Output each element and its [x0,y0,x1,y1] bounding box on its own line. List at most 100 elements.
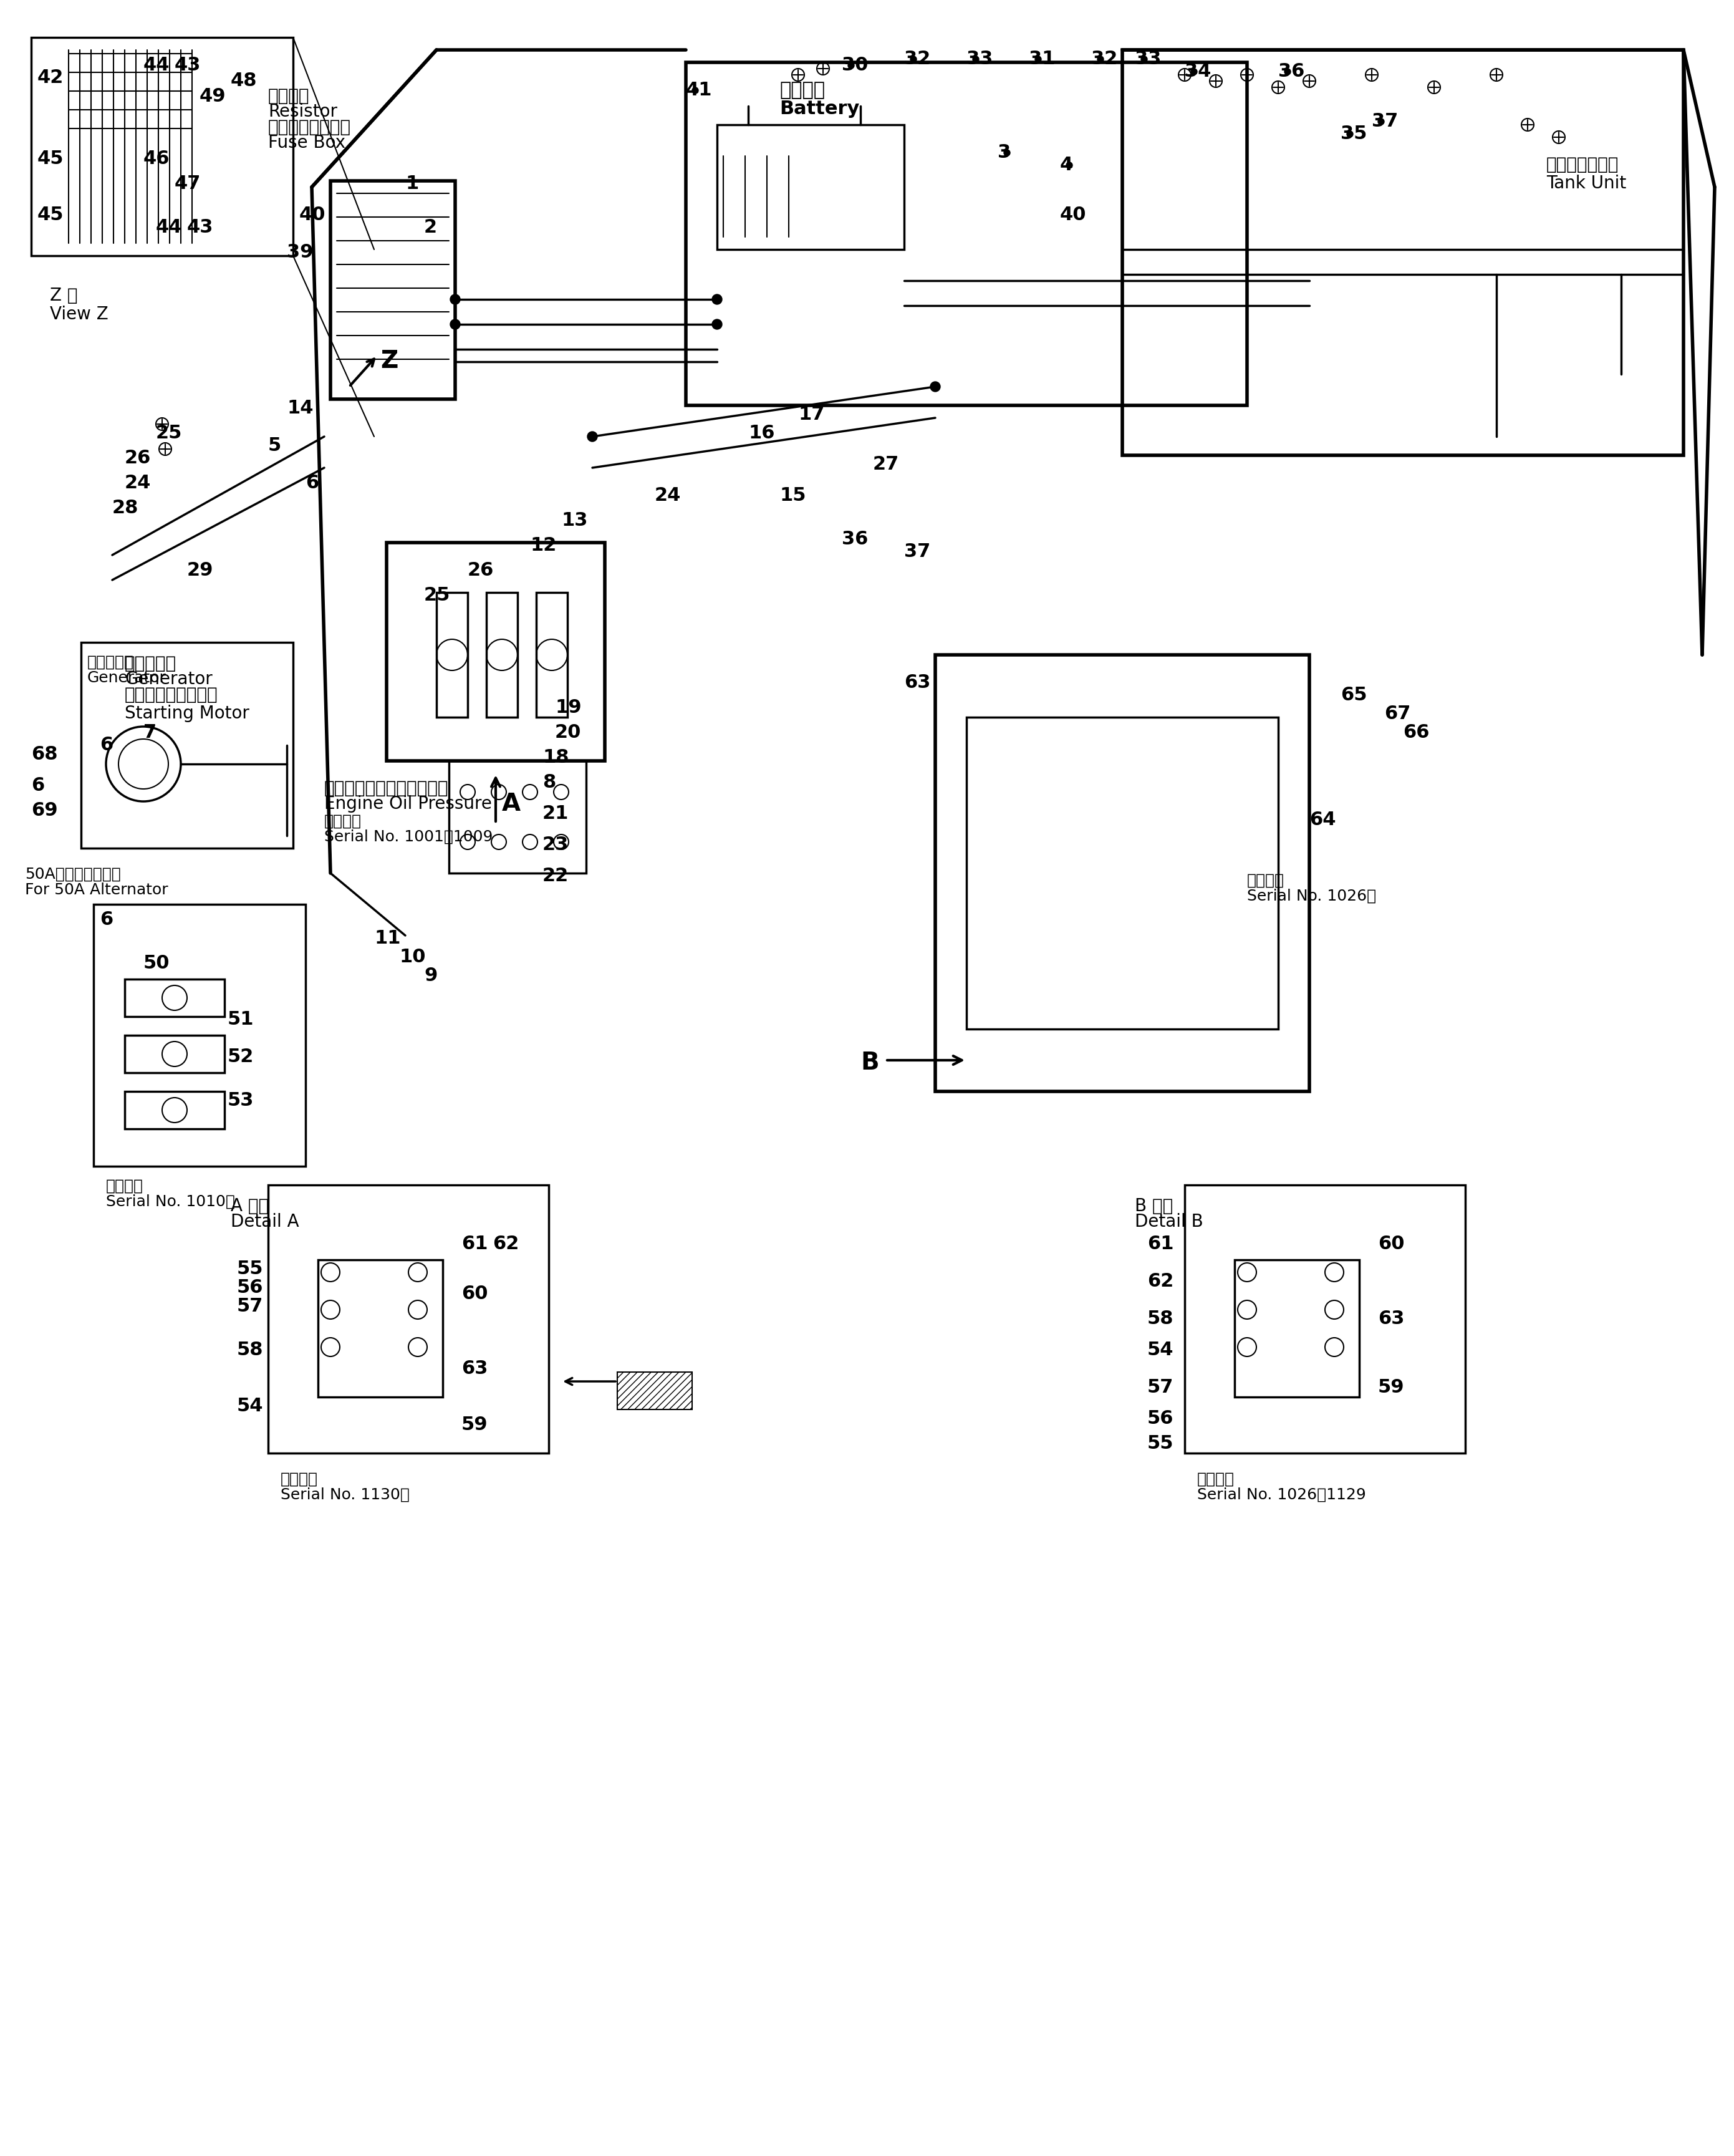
Text: 63: 63 [1379,1309,1405,1328]
Text: Z 最: Z 最 [50,287,78,304]
Text: 63: 63 [903,673,931,692]
Text: 55: 55 [238,1259,264,1279]
Text: 58: 58 [238,1341,264,1358]
Text: 44: 44 [156,218,182,237]
Text: 54: 54 [1148,1341,1174,1358]
Text: 適用号機: 適用号機 [1247,873,1285,888]
Text: 27: 27 [872,455,900,474]
Circle shape [713,295,721,304]
Bar [437,593,468,718]
Text: 52: 52 [227,1048,253,1065]
Text: 42: 42 [38,69,64,86]
Bar [31,37,293,257]
Text: 6: 6 [305,474,319,492]
Text: 45: 45 [38,149,64,168]
Circle shape [1191,69,1196,75]
Text: 25: 25 [425,586,451,604]
Text: Tank Unit: Tank Unit [1547,175,1626,192]
Bar [1235,1259,1359,1397]
Text: 43: 43 [187,218,213,237]
Text: A: A [501,791,520,815]
Text: For 50A Alternator: For 50A Alternator [24,882,168,897]
Text: 31: 31 [1028,50,1056,69]
Text: Battery: Battery [779,99,860,119]
Text: 33: 33 [1134,50,1162,69]
Text: 64: 64 [1309,811,1335,828]
Bar [331,181,454,399]
Text: 56: 56 [1148,1410,1174,1427]
Circle shape [848,63,855,69]
Text: ジェネレタ: ジェネレタ [87,655,134,671]
Text: 60: 60 [1379,1235,1405,1253]
Circle shape [1066,162,1072,168]
Circle shape [973,56,980,63]
Text: 36: 36 [841,530,869,548]
Bar [617,1371,692,1410]
Text: B: B [860,1050,879,1074]
Text: 61: 61 [461,1235,487,1253]
Text: 14: 14 [286,399,314,418]
Text: Generator: Generator [125,671,213,688]
Text: 36: 36 [1278,63,1304,80]
Text: 6: 6 [31,776,45,796]
Text: 40: 40 [300,205,326,224]
Text: 49: 49 [199,86,225,106]
Text: 適用号機: 適用号機 [324,813,362,828]
Text: 67: 67 [1384,705,1411,722]
Text: タンクユニット: タンクユニット [1547,155,1620,172]
Text: 10: 10 [399,949,425,966]
Text: 65: 65 [1340,686,1366,705]
Text: ヒューズボックス: ヒューズボックス [269,119,350,136]
Bar [449,761,586,873]
Text: 45: 45 [38,205,64,224]
Circle shape [1035,56,1042,63]
Text: 26: 26 [468,561,494,580]
Text: 43: 43 [175,56,201,73]
Text: Serial No. 1010～: Serial No. 1010～ [106,1194,236,1210]
Text: 19: 19 [555,699,581,716]
Text: 13: 13 [562,511,588,530]
Text: 63: 63 [461,1360,487,1378]
Text: Detail A: Detail A [231,1214,298,1231]
Text: 54: 54 [238,1397,264,1414]
Text: レジスタ: レジスタ [269,86,310,106]
Circle shape [929,382,940,392]
Bar [125,1035,224,1074]
Text: 適用号機: 適用号機 [106,1179,144,1194]
Text: 44: 44 [144,56,170,73]
Circle shape [1098,56,1103,63]
Text: 17: 17 [798,405,825,423]
Bar [94,903,305,1166]
Text: 16: 16 [747,425,775,442]
Text: 37: 37 [903,543,931,561]
Text: 47: 47 [175,175,201,192]
Text: 41: 41 [687,82,713,99]
Text: 18: 18 [543,748,569,768]
Text: 8: 8 [543,774,555,791]
Text: Resistor: Resistor [269,103,338,121]
Text: 57: 57 [238,1298,264,1315]
Text: 60: 60 [461,1285,487,1302]
Text: 40: 40 [1059,205,1087,224]
Text: 29: 29 [187,561,213,580]
Text: 62: 62 [492,1235,518,1253]
Text: 51: 51 [227,1011,255,1028]
Text: 3: 3 [997,144,1011,162]
Text: 39: 39 [286,244,314,261]
Circle shape [1379,119,1384,125]
Text: 22: 22 [543,867,569,884]
Circle shape [713,319,721,330]
Text: Serial No. 1001～1009: Serial No. 1001～1009 [324,830,492,845]
Text: B 詳細: B 詳細 [1134,1197,1172,1214]
Circle shape [692,86,699,93]
Bar [536,593,567,718]
Text: 30: 30 [841,56,869,73]
Circle shape [1141,56,1148,63]
Text: Detail B: Detail B [1134,1214,1203,1231]
Text: A 詳細: A 詳細 [231,1197,269,1214]
Text: 48: 48 [231,71,257,91]
Text: 9: 9 [425,966,437,985]
Text: 32: 32 [1091,50,1117,69]
Text: 6: 6 [101,735,113,755]
Text: 5: 5 [269,436,281,455]
